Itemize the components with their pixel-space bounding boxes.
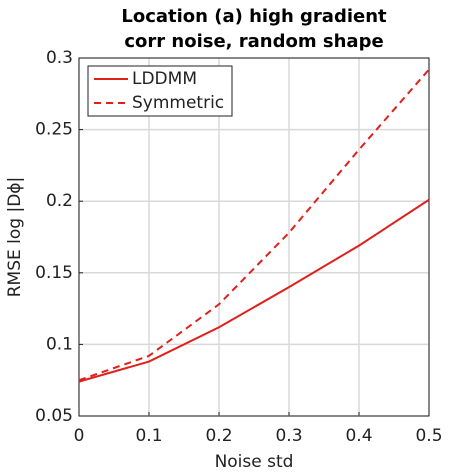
x-tick-label: 0.2 bbox=[205, 426, 232, 446]
y-tick-label: 0.3 bbox=[46, 48, 73, 68]
y-tick-label: 0.2 bbox=[46, 191, 73, 211]
legend-label: Symmetric bbox=[132, 93, 224, 113]
line-series bbox=[78, 68, 430, 382]
y-tick-label: 0.1 bbox=[46, 334, 73, 354]
legend-label: LDDMM bbox=[132, 69, 197, 89]
line-series bbox=[78, 198, 430, 383]
x-axis-label: Noise std bbox=[215, 452, 294, 472]
x-tick-label: 0.5 bbox=[415, 426, 442, 446]
x-tick-label: 0.4 bbox=[345, 426, 372, 446]
chart-title: corr noise, random shape bbox=[124, 31, 383, 52]
chart-title: Location (a) high gradient bbox=[121, 6, 387, 27]
y-tick-label: 0.25 bbox=[35, 120, 73, 140]
y-tick-label: 0.15 bbox=[35, 263, 73, 283]
legend-box bbox=[87, 65, 233, 117]
y-tick-label: 0.05 bbox=[35, 406, 73, 426]
x-tick-label: 0 bbox=[74, 426, 85, 446]
x-tick-label: 0.1 bbox=[135, 426, 162, 446]
plot-frame bbox=[78, 57, 430, 417]
x-tick-label: 0.3 bbox=[275, 426, 302, 446]
y-axis-label: RMSE log |Dϕ| bbox=[5, 177, 25, 298]
